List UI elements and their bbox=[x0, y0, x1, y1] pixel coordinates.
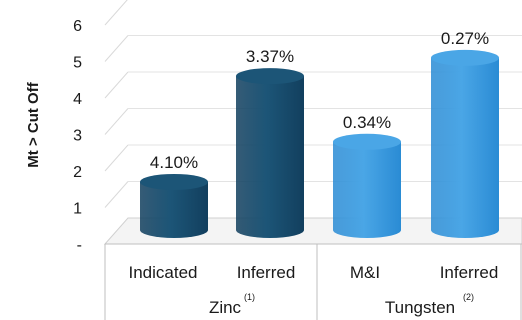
gridline-side bbox=[104, 181, 129, 208]
bar-cap bbox=[333, 133, 401, 150]
group-footnote: (1) bbox=[244, 292, 255, 302]
x-category-label: Indicated bbox=[129, 263, 198, 282]
data-label: 0.34% bbox=[343, 113, 391, 132]
x-category-label: Inferred bbox=[440, 263, 499, 282]
gridline-side bbox=[104, 35, 129, 62]
bar-0 bbox=[140, 173, 208, 238]
x-category-label: Inferred bbox=[237, 263, 296, 282]
bar-cap bbox=[140, 173, 208, 190]
bar-body bbox=[140, 181, 208, 238]
group-label: Tungsten bbox=[385, 298, 455, 317]
bar-body bbox=[431, 57, 499, 238]
bar-3 bbox=[431, 49, 499, 238]
y-axis-label: Mt > Cut Off bbox=[25, 81, 42, 167]
y-tick-label: 6 bbox=[73, 18, 82, 35]
y-tick-label: 1 bbox=[73, 201, 82, 218]
data-label: 0.27% bbox=[441, 29, 489, 48]
data-label: 3.37% bbox=[246, 47, 294, 66]
bar-2 bbox=[333, 133, 401, 238]
y-tick-label: - bbox=[77, 237, 82, 254]
y-tick-label: 5 bbox=[73, 55, 82, 72]
bar-body bbox=[236, 76, 304, 238]
gridline-side bbox=[104, 71, 129, 99]
chart-floor bbox=[103, 217, 522, 245]
bar-cap bbox=[431, 49, 499, 66]
group-footnote: (2) bbox=[463, 292, 474, 302]
bar-1 bbox=[236, 68, 304, 238]
group-label: Zinc bbox=[209, 298, 242, 317]
gridline-side bbox=[104, 144, 129, 172]
bar-cap bbox=[236, 68, 304, 85]
x-category-label: M&I bbox=[350, 263, 380, 282]
gridline-side bbox=[104, 0, 128, 26]
data-labels: 4.10% 3.37% 0.34% 0.27% bbox=[150, 29, 489, 172]
bar-body bbox=[333, 141, 401, 238]
y-tick-label: 2 bbox=[73, 164, 82, 181]
bars bbox=[140, 49, 499, 238]
data-label: 4.10% bbox=[150, 153, 198, 172]
y-tick-label: 3 bbox=[73, 128, 82, 145]
gridline-side bbox=[104, 108, 129, 135]
y-tick-label: 4 bbox=[73, 91, 82, 108]
